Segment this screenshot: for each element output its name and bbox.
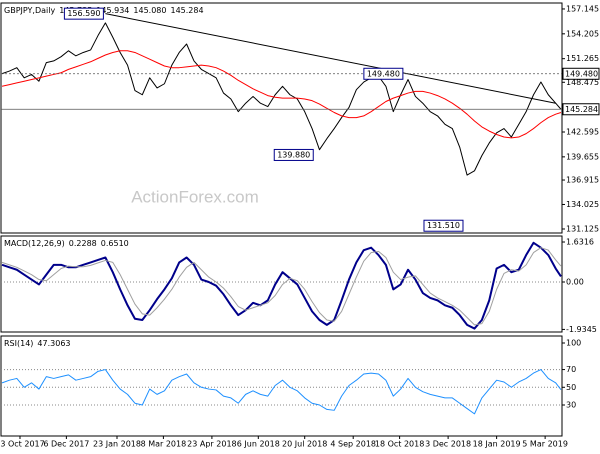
readout-value: 145.080 <box>133 6 166 15</box>
price-tag-label: 145.284 <box>565 105 598 114</box>
annotation-label: 156.590 <box>67 9 100 18</box>
x-tick-label: 18 Jan 2019 <box>473 440 521 449</box>
series-line <box>1 247 562 326</box>
y-tick-label: 1.6316 <box>566 238 594 247</box>
x-tick-label: 4 Sep 2018 <box>330 440 376 449</box>
x-tick-label: 8 Mar 2018 <box>141 440 187 449</box>
x-tick-label: 18 Oct 2018 <box>375 440 424 449</box>
readout-value: 0.6510 <box>101 239 129 248</box>
readout-value: 145.284 <box>170 6 203 15</box>
x-tick-label: 5 Mar 2019 <box>522 440 568 449</box>
panel-title: RSI(14) 47.3063 <box>4 339 71 348</box>
panel-frame <box>0 2 563 234</box>
price-tag <box>562 103 600 116</box>
annotation-box <box>63 7 104 20</box>
x-tick-label: 6 Dec 2017 <box>43 440 89 449</box>
panel-title: MACD(12,26,9) 0.2288 0.6510 <box>4 239 129 248</box>
series-line <box>1 22 562 176</box>
y-tick-label: 134.025 <box>566 200 599 209</box>
y-tick-label: -1.9345 <box>566 325 597 334</box>
panel-title-text: RSI(14) <box>4 339 33 348</box>
annotation-label: 139.880 <box>277 150 310 159</box>
annotation-label: 131.510 <box>427 221 460 230</box>
y-tick-label: 0.00 <box>566 278 584 287</box>
y-tick-label: 100 <box>566 338 581 347</box>
annotation-box <box>363 67 404 80</box>
readout-value: 0.2288 <box>69 239 97 248</box>
x-tick-label: 20 Jul 2018 <box>282 440 327 449</box>
series-line <box>1 369 562 415</box>
trendline <box>105 13 556 104</box>
y-tick-label: 148.475 <box>566 78 599 87</box>
y-tick-label: 50 <box>566 383 576 392</box>
readout-value: 47.3063 <box>37 339 70 348</box>
readout-value: 145.934 <box>96 6 129 15</box>
y-tick-label: 142.595 <box>566 127 599 136</box>
y-tick-label: 136.915 <box>566 176 599 185</box>
panel-title-text: GBPJPY,Daily <box>4 6 55 15</box>
x-tick-label: 3 Dec 2018 <box>425 440 471 449</box>
x-tick-label: 23 Jan 2018 <box>93 440 141 449</box>
x-tick-label: 6 Jun 2018 <box>237 440 280 449</box>
panel-title-text: MACD(12,26,9) <box>4 239 65 248</box>
y-tick-label: 131.125 <box>566 224 599 233</box>
y-tick-label: 30 <box>566 400 576 409</box>
watermark: ActionForex.com <box>131 187 259 206</box>
y-tick-label: 154.205 <box>566 29 599 38</box>
y-tick-label: 139.655 <box>566 152 599 161</box>
x-tick-label: 23 Oct 2017 <box>0 440 45 449</box>
series-line <box>1 50 562 139</box>
annotation-box <box>423 219 464 232</box>
y-tick-label: 151.265 <box>566 54 599 63</box>
y-tick-label: 157.145 <box>566 4 599 13</box>
annotation-box <box>273 148 314 161</box>
x-tick-label: 23 Apr 2018 <box>187 440 236 449</box>
series-line <box>1 241 562 330</box>
panel-frame <box>0 335 563 437</box>
annotation-label: 149.480 <box>367 69 400 78</box>
price-tag <box>562 67 600 80</box>
y-tick-label: 70 <box>566 365 576 374</box>
price-tag-label: 149.480 <box>565 69 598 78</box>
panel-frame <box>0 235 563 333</box>
